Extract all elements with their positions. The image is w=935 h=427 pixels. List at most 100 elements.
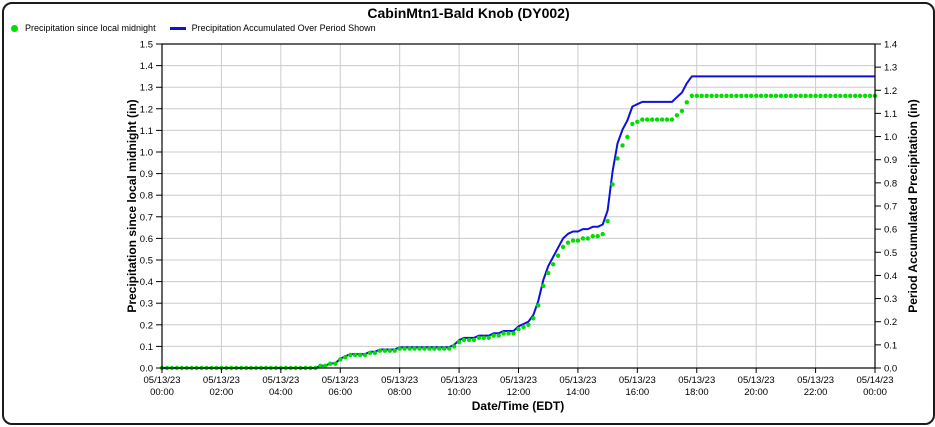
since-midnight-dot — [471, 337, 477, 343]
x-tick-time-label: 10:00 — [447, 387, 471, 398]
right-axis-tick-label: 1.4 — [884, 40, 897, 51]
since-midnight-dot — [348, 352, 353, 358]
x-tick-date-label: 05/13/23 — [619, 375, 656, 386]
since-midnight-dot — [808, 93, 813, 99]
since-midnight-dot — [427, 346, 432, 351]
since-midnight-dot — [451, 344, 457, 349]
right-axis-tick-label: 0.4 — [884, 271, 897, 282]
since-midnight-dot — [551, 262, 556, 267]
since-midnight-dot — [481, 335, 486, 340]
since-midnight-dot — [382, 348, 387, 353]
x-tick-time-label: 22:00 — [804, 387, 828, 398]
left-axis-tick-label: 0.0 — [140, 364, 153, 375]
right-axis-tick-label: 1.0 — [884, 132, 897, 143]
since-midnight-dot — [600, 231, 605, 237]
since-midnight-dot — [793, 93, 798, 99]
since-midnight-dot — [362, 352, 368, 358]
since-midnight-dot — [377, 348, 383, 353]
x-tick-date-label: 05/13/23 — [262, 375, 299, 386]
x-tick-time-label: 16:00 — [625, 387, 649, 398]
left-axis-tick-label: 0.5 — [140, 256, 153, 267]
since-midnight-dot — [867, 93, 873, 99]
since-midnight-dot — [788, 93, 793, 99]
since-midnight-dot — [645, 117, 650, 122]
since-midnight-dot — [719, 93, 724, 99]
since-midnight-dot — [729, 93, 734, 99]
left-axis-tick-label: 1.3 — [140, 83, 153, 94]
since-midnight-dot — [798, 93, 803, 99]
left-axis-tick-label: 1.1 — [140, 126, 153, 137]
left-axis-tick-label: 0.8 — [140, 191, 153, 202]
legend: Precipitation since local midnight Preci… — [11, 23, 390, 33]
since-midnight-dot — [853, 93, 858, 99]
since-midnight-dot — [461, 337, 467, 343]
x-tick-time-label: 06:00 — [328, 387, 352, 398]
since-midnight-dot — [818, 93, 823, 99]
since-midnight-dot — [679, 108, 685, 114]
since-midnight-dot — [659, 117, 665, 122]
since-midnight-dot — [432, 346, 437, 351]
x-tick-date-label: 05/13/23 — [322, 375, 359, 386]
since-midnight-dot — [857, 93, 863, 99]
right-axis-tick-label: 1.3 — [884, 63, 897, 74]
since-midnight-dot — [838, 93, 843, 99]
since-midnight-dot — [620, 143, 625, 148]
legend-label-accumulated: Precipitation Accumulated Over Period Sh… — [191, 23, 376, 33]
since-midnight-dot — [635, 119, 640, 125]
right-axis-tick-label: 1.1 — [884, 109, 897, 120]
x-tick-time-label: 12:00 — [507, 387, 531, 398]
x-tick-time-label: 14:00 — [566, 387, 590, 398]
since-midnight-dot — [352, 352, 358, 358]
right-axis-tick-label: 0.2 — [884, 317, 897, 328]
left-axis-tick-label: 0.3 — [140, 299, 153, 310]
since-midnight-dot — [734, 93, 739, 99]
since-midnight-dot — [343, 355, 348, 360]
since-midnight-dot — [699, 93, 704, 99]
since-midnight-dot — [585, 236, 590, 241]
x-tick-date-label: 05/13/23 — [441, 375, 478, 386]
right-axis-tick-label: 0.1 — [884, 340, 897, 351]
since-midnight-dot — [694, 93, 699, 99]
right-axis-tick-label: 0.8 — [884, 178, 897, 189]
since-midnight-dot — [605, 218, 610, 224]
since-midnight-dot — [357, 352, 363, 358]
left-axis-tick-label: 1.0 — [140, 148, 153, 159]
since-midnight-dot — [595, 234, 600, 239]
since-midnight-dot — [476, 335, 482, 340]
since-midnight-dot — [372, 350, 378, 356]
since-midnight-dot — [516, 326, 521, 332]
since-midnight-dot — [456, 339, 462, 345]
since-midnight-dot — [318, 363, 323, 368]
since-midnight-dot — [709, 93, 714, 99]
since-midnight-dot — [654, 117, 660, 122]
since-midnight-dot — [739, 93, 744, 99]
chart-title: CabinMtn1-Bald Knob (DY002) — [367, 5, 570, 21]
since-midnight-dot — [778, 93, 784, 99]
since-midnight-dot — [664, 117, 670, 122]
since-midnight-dot — [496, 333, 501, 338]
since-midnight-dot — [402, 346, 407, 351]
since-midnight-dot — [536, 303, 541, 308]
x-tick-date-label: 05/13/23 — [500, 375, 537, 386]
x-tick-time-label: 00:00 — [150, 387, 174, 398]
since-midnight-dot — [803, 93, 808, 99]
since-midnight-dot — [555, 253, 561, 258]
x-tick-date-label: 05/13/23 — [559, 375, 596, 386]
since-midnight-dot — [338, 357, 343, 362]
x-tick-time-label: 04:00 — [269, 387, 293, 398]
since-midnight-dot — [367, 350, 373, 356]
since-midnight-dot — [758, 93, 764, 99]
x-tick-time-label: 02:00 — [210, 387, 234, 398]
x-tick-time-label: 20:00 — [744, 387, 768, 398]
since-midnight-dot — [813, 93, 818, 99]
since-midnight-dot — [669, 117, 675, 122]
since-midnight-dot — [828, 93, 833, 99]
left-axis-tick-label: 0.2 — [140, 320, 153, 331]
left-axis-tick-label: 1.4 — [140, 61, 153, 72]
right-axis-tick-label: 0.3 — [884, 294, 897, 305]
since-midnight-dot — [744, 93, 749, 99]
left-axis-tick-label: 1.5 — [140, 40, 153, 51]
right-axis-tick-label: 0.6 — [884, 225, 897, 236]
since-midnight-dot — [625, 134, 630, 140]
since-midnight-dot — [862, 93, 868, 99]
